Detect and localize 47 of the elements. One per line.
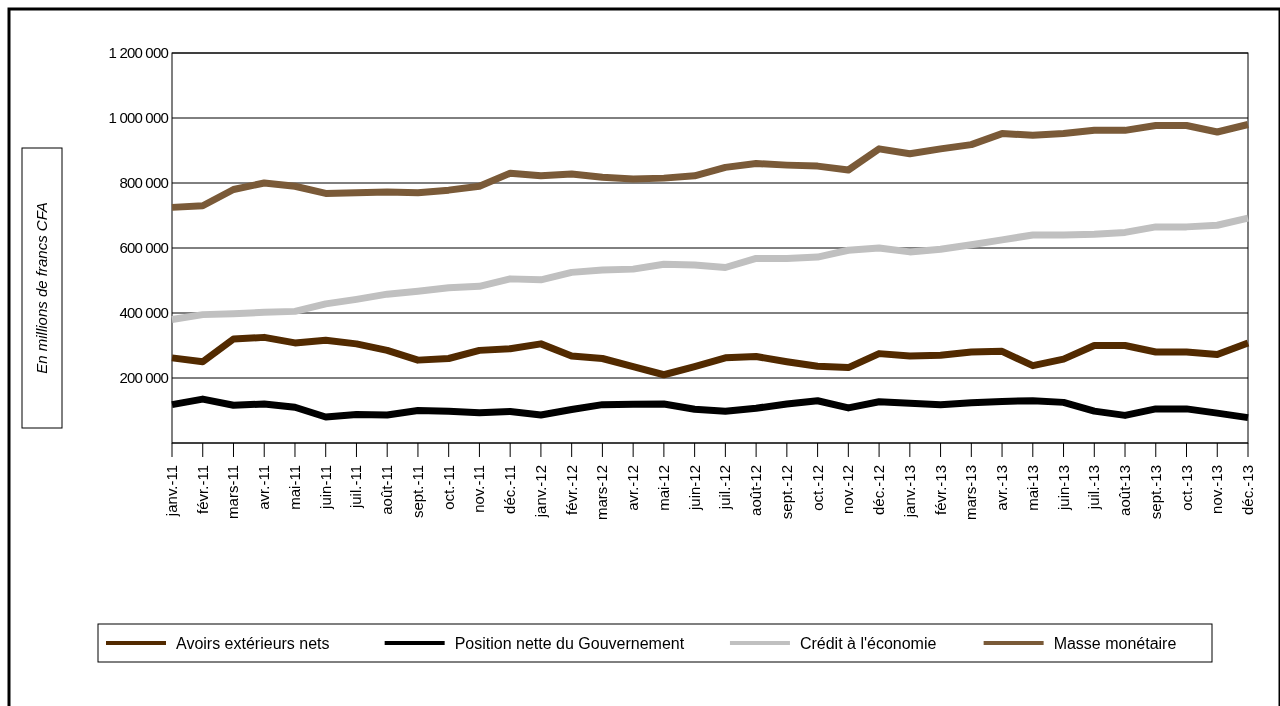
x-tick-label: nov.-13 <box>1208 465 1226 514</box>
legend-label: Masse monétaire <box>1053 635 1177 652</box>
x-tick-label: févr.-13 <box>931 465 949 516</box>
x-tick-label: avr.-13 <box>993 465 1011 511</box>
legend-label: Position nette du Gouvernement <box>454 635 685 652</box>
x-tick-label: déc.-11 <box>501 465 519 514</box>
y-tick-label: 400 000 <box>119 304 169 321</box>
x-tick-label: mars-13 <box>962 465 980 521</box>
y-axis-title: En millions de francs CFA <box>33 202 50 374</box>
x-tick-label: avr.-11 <box>255 465 273 510</box>
x-tick-label: juin-11 <box>316 465 334 510</box>
x-tick-label: oct.-11 <box>439 465 457 510</box>
x-tick-label: janv.-13 <box>900 465 918 519</box>
x-tick-label: nov.-11 <box>470 465 488 513</box>
x-tick-label: mars-12 <box>593 465 611 521</box>
x-tick-label: févr.-12 <box>562 465 580 516</box>
x-tick-label: sept.-11 <box>408 465 426 519</box>
y-tick-label: 1 000 000 <box>108 109 169 126</box>
y-tick-label: 200 000 <box>119 369 169 386</box>
x-tick-label: juin-12 <box>685 465 703 512</box>
y-tick-label: 1 200 000 <box>108 44 169 61</box>
x-tick-label: juil.-13 <box>1085 465 1103 511</box>
legend-label: Avoirs extérieurs nets <box>176 635 330 652</box>
x-tick-label: août-13 <box>1116 465 1134 516</box>
x-tick-label: août-11 <box>378 465 396 515</box>
y-tick-label: 600 000 <box>119 239 169 256</box>
x-tick-label: mai-11 <box>285 465 303 510</box>
y-tick-label: 800 000 <box>119 174 169 191</box>
x-tick-label: nov.-12 <box>839 465 857 514</box>
x-tick-label: mars-11 <box>224 465 242 519</box>
x-tick-label: févr.-11 <box>193 465 211 514</box>
x-tick-label: oct.-13 <box>1177 465 1195 511</box>
x-tick-label: août-12 <box>747 465 765 516</box>
x-tick-label: avr.-12 <box>624 465 642 511</box>
x-tick-label: mai-12 <box>654 465 672 511</box>
x-tick-label: oct.-12 <box>808 465 826 511</box>
x-tick-label: sept.-13 <box>1146 465 1164 520</box>
legend-label: Crédit à l'économie <box>799 635 937 652</box>
x-tick-label: juil.-12 <box>716 465 734 511</box>
x-tick-label: déc.-13 <box>1239 465 1256 516</box>
x-tick-label: juin-13 <box>1054 465 1072 512</box>
x-tick-label: janv.-11 <box>163 465 180 518</box>
x-tick-label: juil.-11 <box>347 465 365 510</box>
x-tick-label: déc.-12 <box>870 465 888 516</box>
x-tick-label: sept.-12 <box>777 465 795 520</box>
x-tick-label: mai-13 <box>1023 465 1041 511</box>
x-tick-label: janv.-12 <box>531 465 549 519</box>
